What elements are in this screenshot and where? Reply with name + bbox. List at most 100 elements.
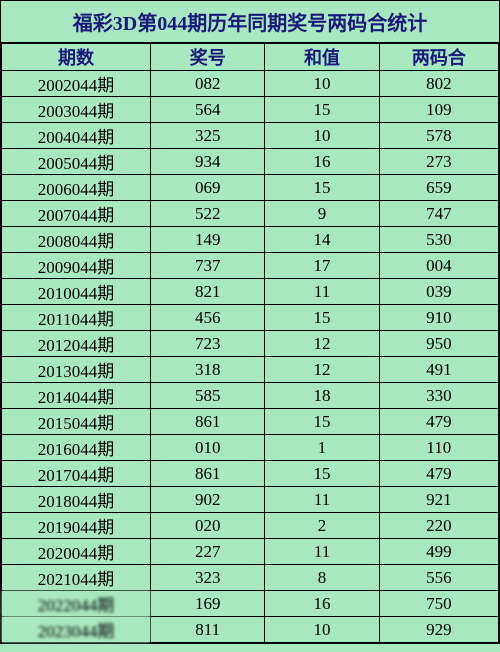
table-cell: 2010044期 [2,279,151,305]
table-cell: 2021044期 [2,565,151,591]
table-cell: 318 [151,357,265,383]
table-cell: 2005044期 [2,149,151,175]
table-row: 2014044期58518330 [2,383,499,409]
table-cell: 15 [265,305,379,331]
table-row: 2012044期72312950 [2,331,499,357]
table-cell: 811 [151,617,265,643]
table-row: 2002044期08210802 [2,71,499,97]
table-cell: 10 [265,617,379,643]
table-cell: 10 [265,71,379,97]
header-row: 期数 奖号 和值 两码合 [2,44,499,71]
table-row: 2019044期0202220 [2,513,499,539]
table-cell: 479 [379,461,498,487]
table-cell: 2012044期 [2,331,151,357]
table-row: 2023044期81110929 [2,617,499,643]
table-cell: 082 [151,71,265,97]
table-cell: 10 [265,123,379,149]
table-wrapper: 福彩3D第044期历年同期奖号两码合统计 期数 奖号 和值 两码合 200204… [0,0,500,644]
col-sum: 和值 [265,44,379,71]
table-cell: 921 [379,487,498,513]
table-cell: 1 [265,435,379,461]
table-cell: 723 [151,331,265,357]
table-cell: 8 [265,565,379,591]
table-row: 2009044期73717004 [2,253,499,279]
table-row: 2013044期31812491 [2,357,499,383]
table-cell: 149 [151,227,265,253]
table-cell: 479 [379,409,498,435]
table-cell: 18 [265,383,379,409]
table-cell: 737 [151,253,265,279]
table-cell: 2022044期 [2,591,151,617]
table-row: 2015044期86115479 [2,409,499,435]
table-cell: 750 [379,591,498,617]
table-cell: 273 [379,149,498,175]
table-cell: 2014044期 [2,383,151,409]
table-cell: 2018044期 [2,487,151,513]
table-cell: 659 [379,175,498,201]
table-cell: 2007044期 [2,201,151,227]
table-cell: 861 [151,409,265,435]
table-cell: 499 [379,539,498,565]
table-cell: 11 [265,539,379,565]
lottery-table: 期数 奖号 和值 两码合 2002044期082108022003044期564… [1,43,499,643]
table-cell: 14 [265,227,379,253]
table-cell: 2008044期 [2,227,151,253]
table-cell: 861 [151,461,265,487]
table-row: 2022044期16916750 [2,591,499,617]
table-cell: 15 [265,461,379,487]
table-row: 2016044期0101110 [2,435,499,461]
table-row: 2021044期3238556 [2,565,499,591]
table-row: 2005044期93416273 [2,149,499,175]
col-period: 期数 [2,44,151,71]
table-cell: 530 [379,227,498,253]
table-cell: 2002044期 [2,71,151,97]
table-row: 2018044期90211921 [2,487,499,513]
table-cell: 110 [379,435,498,461]
table-cell: 330 [379,383,498,409]
table-cell: 950 [379,331,498,357]
table-cell: 15 [265,409,379,435]
table-cell: 902 [151,487,265,513]
table-row: 2007044期5229747 [2,201,499,227]
table-cell: 2020044期 [2,539,151,565]
table-row: 2006044期06915659 [2,175,499,201]
table-cell: 821 [151,279,265,305]
table-cell: 802 [379,71,498,97]
table-cell: 2023044期 [2,617,151,643]
table-cell: 2019044期 [2,513,151,539]
table-cell: 2006044期 [2,175,151,201]
table-cell: 2 [265,513,379,539]
table-cell: 934 [151,149,265,175]
table-cell: 2016044期 [2,435,151,461]
table-body: 2002044期082108022003044期564151092004044期… [2,71,499,643]
table-cell: 12 [265,331,379,357]
table-cell: 578 [379,123,498,149]
table-cell: 15 [265,175,379,201]
table-cell: 2017044期 [2,461,151,487]
table-cell: 2011044期 [2,305,151,331]
table-row: 2008044期14914530 [2,227,499,253]
table-cell: 227 [151,539,265,565]
table-cell: 220 [379,513,498,539]
table-row: 2010044期82111039 [2,279,499,305]
table-cell: 2003044期 [2,97,151,123]
table-cell: 2004044期 [2,123,151,149]
table-cell: 16 [265,149,379,175]
table-cell: 9 [265,201,379,227]
table-row: 2011044期45615910 [2,305,499,331]
table-cell: 11 [265,487,379,513]
table-cell: 747 [379,201,498,227]
table-row: 2004044期32510578 [2,123,499,149]
table-cell: 16 [265,591,379,617]
table-cell: 910 [379,305,498,331]
table-cell: 069 [151,175,265,201]
table-cell: 323 [151,565,265,591]
table-cell: 491 [379,357,498,383]
table-cell: 2009044期 [2,253,151,279]
table-cell: 585 [151,383,265,409]
table-cell: 17 [265,253,379,279]
table-cell: 010 [151,435,265,461]
table-row: 2020044期22711499 [2,539,499,565]
table-cell: 456 [151,305,265,331]
table-row: 2017044期86115479 [2,461,499,487]
